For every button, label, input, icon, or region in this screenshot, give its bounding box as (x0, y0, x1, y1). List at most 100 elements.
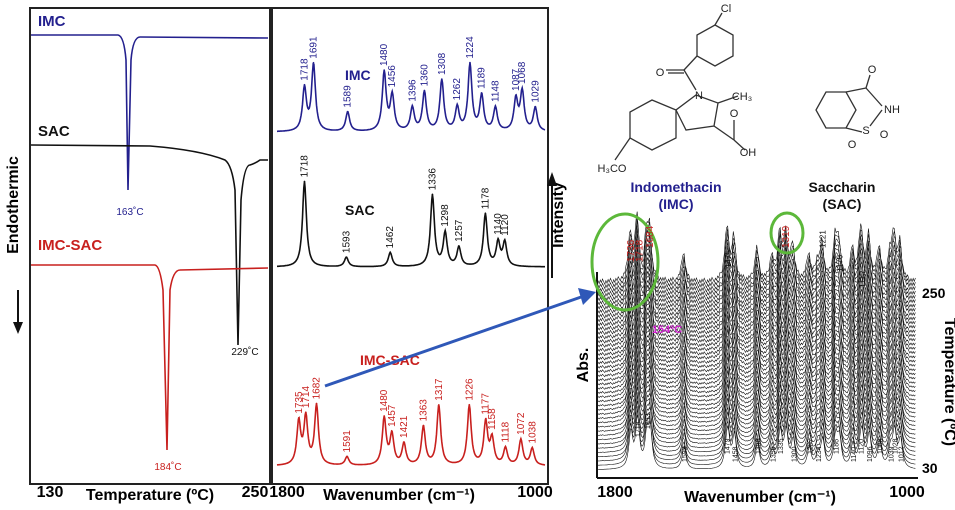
peak-marker (469, 61, 471, 64)
atom-label: N (695, 90, 703, 102)
peak-marker (312, 61, 315, 64)
peak-label: 1593 (341, 230, 352, 253)
peak-marker (422, 424, 425, 427)
peak-label: 1317 (434, 378, 445, 401)
peak-label: 1039 (888, 446, 895, 462)
peak-label: 1038 (527, 421, 538, 444)
spectrum-line (598, 269, 916, 340)
ftir-spectra: 1718169115891480145613961360130812621224… (269, 36, 553, 501)
peak-label: 1363 (418, 399, 429, 422)
peak-label: 1682 (312, 377, 323, 400)
sac-name: Saccharin (809, 179, 876, 195)
peak-label: 1012 (899, 446, 906, 462)
peak-marker (391, 430, 393, 432)
dsc-curve-label: IMC-SAC (38, 237, 102, 254)
peak-marker (515, 94, 517, 96)
dsc-x-start: 130 (37, 484, 64, 501)
peak-marker (504, 238, 506, 241)
peak-marker (504, 445, 507, 448)
peak-label: 1462 (385, 226, 396, 249)
peak-label: 1693 (645, 413, 652, 429)
atom-label: Cl (721, 3, 731, 15)
dsc-peak-label: 163˚C (116, 206, 143, 218)
peak-marker (521, 87, 524, 89)
peak-marker (444, 229, 446, 232)
peak-label: 1298 (440, 204, 451, 227)
peak-marker (531, 446, 534, 449)
ftir-y-label: Intensity (550, 182, 567, 248)
peak-label: 1257 (454, 219, 465, 242)
peak-label: 1593 (682, 446, 689, 462)
temperature-tick-label: 250 (922, 285, 946, 301)
peak-label: 1120 (858, 439, 865, 454)
peak-label: 1421 (399, 415, 410, 438)
ftir-x-label: Wavenumber (cm⁻¹) (323, 487, 475, 504)
peak-marker (315, 402, 318, 405)
spectrum-line (598, 367, 916, 428)
atom-label: CH₃ (732, 91, 752, 103)
x-end-label: 1800 (597, 484, 633, 501)
peak-marker (491, 433, 493, 435)
peak-label: 1718 (635, 239, 646, 262)
spectrum (276, 403, 546, 466)
dsc-peak-label: 184˚C (154, 461, 181, 473)
peak-label: 1186 (834, 439, 841, 454)
highlight-ellipse (769, 211, 805, 255)
peak-label: 1736 (626, 239, 637, 262)
dsc-curve-imc (31, 34, 269, 191)
peak-label: 1458 (732, 446, 739, 462)
peak-label: 1691 (309, 36, 320, 59)
peak-label: 1714 (301, 385, 312, 408)
peak-label: 1396 (755, 438, 762, 454)
peak-marker (345, 256, 348, 258)
waterfall-spectra (598, 211, 917, 478)
spectrum-line (598, 353, 916, 415)
spectrum-fill (598, 414, 917, 478)
dsc-y-label: Endothermic (5, 156, 22, 254)
waterfall-y-label: Abs. (575, 348, 592, 383)
peak-label: 1226 (464, 378, 475, 401)
spectrum-line (598, 228, 916, 302)
x-end-label: 1000 (517, 484, 553, 501)
spectrum-label: IMC-SAC (360, 352, 420, 368)
peak-marker (480, 92, 483, 94)
spectrum (277, 181, 545, 268)
peak-label: 1072 (516, 412, 527, 435)
peak-label: 1456 (387, 65, 398, 88)
peak-marker (456, 103, 459, 106)
peak-marker (305, 411, 307, 413)
spectrum-line (598, 311, 916, 378)
peak-marker (438, 403, 440, 406)
transition-label: 154ºC (652, 324, 682, 336)
x-end-label: 1000 (889, 484, 925, 501)
peak-label: 1718 (299, 155, 310, 178)
peak-label: 1224 (465, 36, 476, 59)
spectrum-line (598, 297, 916, 365)
peak-label: 1396 (407, 79, 418, 102)
peak-label: 1335 (778, 438, 785, 454)
peak-label: 1176 (835, 254, 844, 272)
dsc-peak-label: 229˚C (231, 346, 258, 358)
peak-marker (534, 105, 537, 108)
peak-marker (441, 78, 443, 80)
peak-label: 1029 (530, 80, 541, 103)
peak-label: 1177 (481, 393, 492, 415)
peak-marker (484, 417, 487, 420)
peak-marker (346, 455, 348, 458)
atom-label: NH (884, 104, 900, 116)
peak-label: 1234 (816, 446, 823, 462)
spectrum-line (598, 409, 916, 466)
imc-abbr: (IMC) (659, 196, 694, 212)
peak-label: 1068 (878, 438, 885, 454)
dsc-curve-imc-sac (31, 264, 269, 451)
peak-label: 1068 (517, 61, 528, 84)
atom-label: H₃CO (598, 163, 627, 175)
peak-label: 1158 (487, 408, 498, 430)
peak-label: 1096 (867, 446, 874, 462)
atom-label: OH (740, 147, 757, 159)
peak-marker (297, 416, 300, 419)
spectrum-line (598, 381, 916, 441)
atom-label: O (656, 67, 665, 79)
